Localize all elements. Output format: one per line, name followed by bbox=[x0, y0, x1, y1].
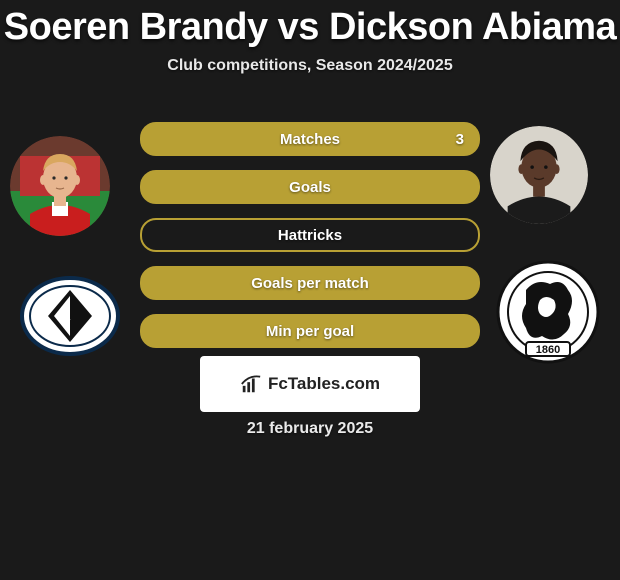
bar-min-per-goal: Min per goal bbox=[140, 314, 480, 348]
brand-badge: FcTables.com bbox=[200, 356, 420, 412]
bar-label: Matches bbox=[280, 131, 340, 148]
bar-value: 3 bbox=[456, 131, 464, 148]
bar-label: Goals bbox=[289, 179, 331, 196]
player-avatar-icon bbox=[10, 136, 110, 236]
stat-bars: Matches 3 Goals Hattricks Goals per matc… bbox=[140, 122, 480, 362]
bar-matches: Matches 3 bbox=[140, 122, 480, 156]
page-title: Soeren Brandy vs Dickson Abiama bbox=[0, 0, 620, 49]
crest-icon: A bbox=[20, 266, 120, 366]
player-avatar-icon bbox=[490, 126, 588, 224]
bar-hattricks: Hattricks bbox=[140, 218, 480, 252]
chart-icon bbox=[240, 373, 262, 395]
bar-label: Hattricks bbox=[278, 227, 342, 244]
player-photo-right bbox=[490, 126, 588, 224]
brand-text: FcTables.com bbox=[268, 374, 380, 394]
bar-goals: Goals bbox=[140, 170, 480, 204]
svg-text:A: A bbox=[62, 309, 71, 323]
club-year: 1860 bbox=[536, 344, 560, 356]
date-text: 21 february 2025 bbox=[0, 420, 620, 438]
player-photo-left bbox=[10, 136, 110, 236]
bar-label: Goals per match bbox=[251, 275, 369, 292]
crest-icon: 1860 bbox=[496, 260, 600, 364]
bar-label: Min per goal bbox=[266, 323, 354, 340]
bar-goals-per-match: Goals per match bbox=[140, 266, 480, 300]
club-crest-right: 1860 bbox=[496, 260, 600, 364]
subtitle: Club competitions, Season 2024/2025 bbox=[0, 57, 620, 75]
club-crest-left: A bbox=[20, 266, 120, 366]
